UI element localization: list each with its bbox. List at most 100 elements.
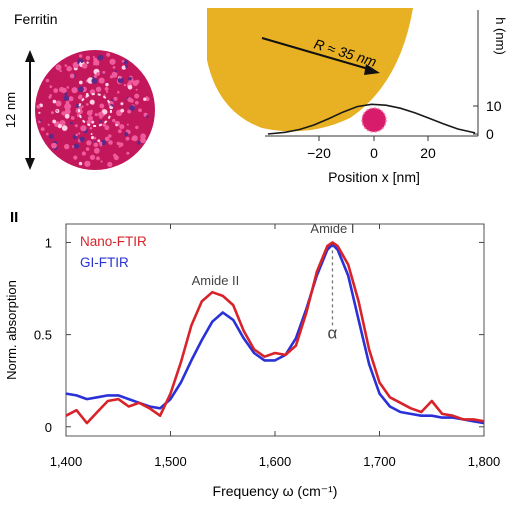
ferritin-texture-dot	[108, 140, 113, 145]
ferritin-texture-dot	[100, 160, 103, 163]
ferritin-texture-dot	[55, 100, 62, 107]
ferritin-texture-dot	[79, 54, 83, 58]
ferritin-texture-dot	[70, 116, 75, 120]
annotations: Amide II Amide I α	[192, 221, 355, 342]
ferritin-texture-dot	[99, 120, 102, 123]
ferritin-texture-dot	[109, 58, 116, 65]
ferritin-texture-dot	[145, 96, 148, 98]
ferritin-texture-dot	[78, 161, 83, 166]
ferritin-texture-dot	[129, 98, 134, 103]
ferritin-particle	[362, 108, 386, 132]
panel-a-x-tick-label: −20	[307, 145, 331, 161]
ferritin-texture-dot	[110, 99, 113, 102]
ferritin-texture-dot	[98, 77, 105, 84]
annotation-label: α	[328, 323, 338, 342]
y-tick-label: 0.5	[34, 328, 52, 343]
ferritin-texture-dot	[55, 64, 62, 71]
ferritin-texture-dot	[91, 120, 95, 124]
ferritin-texture-dot	[102, 70, 106, 74]
ferritin-texture-dot	[94, 113, 98, 117]
ferritin-texture-dot	[120, 108, 125, 113]
ferritin-texture-dot	[95, 86, 102, 93]
y-tick-label: 0	[45, 420, 52, 435]
ferritin-texture-dot	[93, 74, 97, 78]
ferritin-texture-dot	[92, 55, 95, 58]
annotation-label: Amide I	[310, 221, 354, 236]
ferritin-texture-dot	[112, 66, 116, 69]
axis-tick-labels: 1,400 1,500 1,600 1,700 1,800 0 0.5 1	[34, 235, 500, 469]
ferritin-texture-dot	[126, 151, 130, 155]
panel-a-x-axis-label: Position x [nm]	[328, 169, 420, 185]
ferritin-texture-dot	[89, 126, 93, 130]
ferritin-texture-dot	[123, 60, 129, 65]
ferritin-texture-dot	[107, 161, 113, 167]
ferritin-texture-dot	[73, 155, 78, 160]
ferritin-texture-dot	[102, 123, 107, 127]
ferritin-texture-dot	[111, 71, 118, 78]
ferritin-texture-dot	[78, 94, 83, 99]
legend-entry: GI-FTIR	[80, 255, 129, 270]
ferritin-texture-dot	[48, 95, 52, 99]
ferritin-texture-dot	[134, 100, 139, 105]
ferritin-texture-dot	[65, 100, 70, 105]
y-tick-label: 1	[45, 235, 52, 250]
x-tick-label: 1,700	[363, 454, 396, 469]
ferritin-texture-dot	[81, 105, 84, 108]
ferritin-texture-dot	[86, 61, 89, 64]
ferritin-texture-dot	[93, 142, 99, 148]
ferritin-texture-dot	[47, 123, 50, 126]
ferritin-texture-dot	[59, 69, 62, 73]
ferritin-texture-dot	[135, 88, 138, 91]
panel-b-marker: II	[10, 209, 18, 226]
ferritin-texture-dot	[113, 96, 118, 101]
ferritin-texture-dot	[69, 73, 75, 79]
ferritin-image	[35, 50, 155, 170]
ferritin-texture-dot	[105, 138, 109, 142]
ferritin-texture-dot	[117, 90, 120, 94]
ferritin-texture-dot	[59, 86, 65, 93]
panel-b: II 1,400 1,500 1,600 1,700 1,800 0 0.5 1 Amide …	[4, 209, 500, 499]
ferritin-texture-dot	[86, 120, 91, 125]
ferritin-texture-dot	[56, 109, 59, 112]
ferritin-texture-dot	[80, 125, 87, 132]
x-tick-label: 1,500	[154, 454, 187, 469]
series-line-nano-ftir	[65, 241, 485, 425]
ferritin-texture-dot	[129, 105, 136, 111]
ferritin-texture-dot	[98, 111, 104, 118]
ferritin-texture-dot	[87, 115, 93, 121]
ferritin-texture-dot	[104, 87, 109, 91]
ferritin-texture-dot	[78, 86, 84, 93]
ferritin-texture-dot	[81, 151, 86, 156]
ferritin-texture-dot	[104, 125, 110, 131]
ferritin-texture-dot	[46, 132, 49, 136]
panel-a-h-tick-label: 0	[486, 126, 494, 142]
ferritin-texture-dot	[141, 133, 144, 137]
series-line-gi-ftir	[65, 243, 485, 425]
ferritin-texture-dot	[127, 85, 133, 90]
ferritin-texture-dot	[90, 133, 93, 135]
ferritin-texture-dot	[40, 127, 45, 131]
ferritin-texture-dot	[96, 148, 100, 151]
ferritin-texture-dot	[121, 59, 125, 63]
ferritin-texture-dot	[60, 120, 65, 125]
ferritin-texture-dot	[103, 94, 106, 97]
ferritin-texture-dot	[75, 133, 78, 137]
ferritin-particle-texture	[361, 107, 387, 133]
tip-radius-arrow	[261, 37, 380, 75]
ferritin-texture-dot	[64, 64, 68, 67]
ferritin-texture-dot	[68, 96, 74, 102]
legend: Nano-FTIR GI-FTIR	[80, 234, 147, 270]
ferritin-texture-dot	[75, 104, 80, 108]
x-tick-label: 1,600	[259, 454, 292, 469]
ferritin-texture-dot	[61, 125, 68, 131]
ferritin-texture-dot	[39, 119, 42, 122]
ferritin-texture-dot	[48, 133, 54, 139]
ferritin-texture-dot	[99, 103, 105, 109]
ferritin-texture-dot	[71, 87, 78, 94]
ferritin-texture-dot	[93, 136, 97, 140]
ferritin-texture-dot	[85, 147, 90, 151]
ferritin-texture-dot	[146, 97, 150, 101]
x-axis-label: Frequency ω (cm⁻¹)	[213, 483, 338, 499]
scale-bar	[25, 50, 35, 170]
